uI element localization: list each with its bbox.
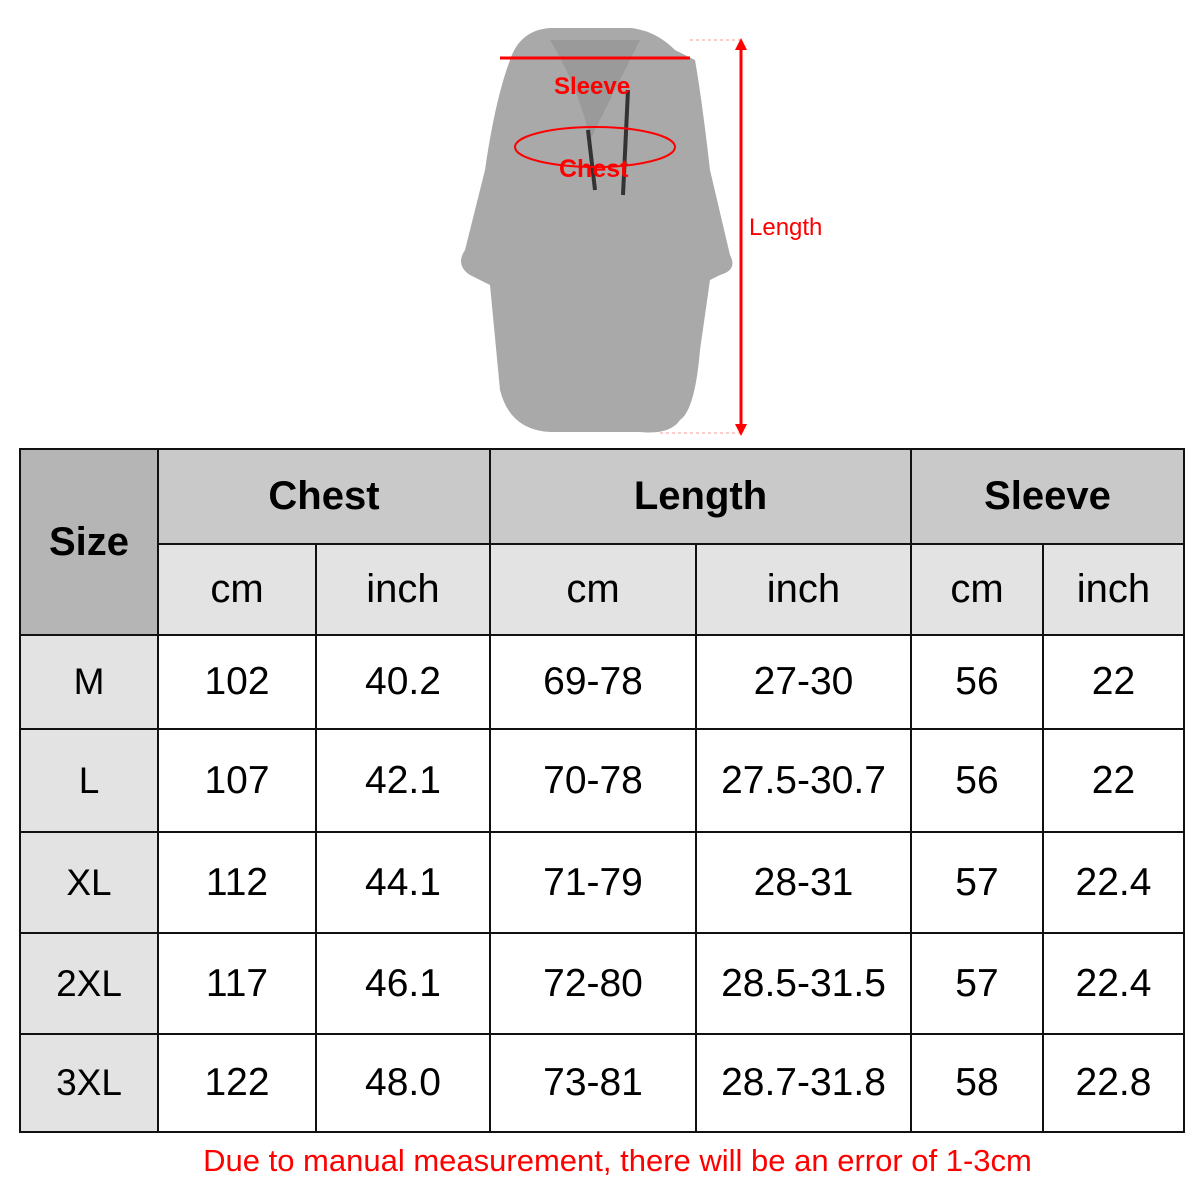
value-cell: 22 (1042, 728, 1185, 833)
table-row: 2XL 117 46.1 72-80 28.5-31.5 57 22.4 (19, 932, 1185, 1035)
unit-header: inch (1042, 543, 1185, 636)
table-row: 3XL 122 48.0 73-81 28.7-31.8 58 22.8 (19, 1033, 1185, 1133)
value-cell: 48.0 (315, 1033, 491, 1133)
value-cell: 107 (157, 728, 317, 833)
table-row: M 102 40.2 69-78 27-30 56 22 (19, 634, 1185, 730)
value-cell: 73-81 (489, 1033, 697, 1133)
unit-header: cm (157, 543, 317, 636)
size-cell: M (19, 634, 159, 730)
value-cell: 22.4 (1042, 932, 1185, 1035)
size-chart-table: Size Chest Length Sleeve cm inch cm inch… (19, 448, 1185, 1133)
unit-header-row: cm inch cm inch cm inch (20, 543, 1185, 636)
value-cell: 112 (157, 831, 317, 934)
size-cell: 2XL (19, 932, 159, 1035)
unit-header: cm (489, 543, 697, 636)
value-cell: 69-78 (489, 634, 697, 730)
value-cell: 122 (157, 1033, 317, 1133)
drawstring (621, 89, 630, 196)
hoodie-illustration (461, 28, 747, 436)
size-cell: XL (19, 831, 159, 934)
sleeve-label: Sleeve (554, 73, 631, 100)
hood-opening (550, 40, 640, 140)
drawstring (586, 129, 597, 191)
chest-header: Chest (157, 448, 491, 545)
value-cell: 56 (910, 728, 1044, 833)
value-cell: 72-80 (489, 932, 697, 1035)
size-header: Size (19, 448, 159, 636)
sleeve-header: Sleeve (910, 448, 1185, 545)
group-header-row: Size Chest Length Sleeve (19, 448, 1185, 636)
value-cell: 28-31 (695, 831, 912, 934)
arrow-head-down-icon (735, 424, 747, 436)
unit-header: inch (695, 543, 912, 636)
value-cell: 22.8 (1042, 1033, 1185, 1133)
size-cell: 3XL (19, 1033, 159, 1133)
value-cell: 27-30 (695, 634, 912, 730)
value-cell: 42.1 (315, 728, 491, 833)
table-row: XL 112 44.1 71-79 28-31 57 22.4 (19, 831, 1185, 934)
chest-label: Chest (559, 155, 629, 183)
size-rows: M 102 40.2 69-78 27-30 56 22 L 107 42.1 70-78 27.5-… (19, 634, 1185, 1133)
value-cell: 117 (157, 932, 317, 1035)
value-cell: 28.5-31.5 (695, 932, 912, 1035)
unit-header: cm (910, 543, 1044, 636)
value-cell: 57 (910, 831, 1044, 934)
value-cell: 46.1 (315, 932, 491, 1035)
measurement-note: Due to manual measurement, there will be… (203, 1143, 1032, 1178)
value-cell: 40.2 (315, 634, 491, 730)
garment-figure: Sleeve Chest Length (440, 20, 860, 440)
value-cell: 22.4 (1042, 831, 1185, 934)
table-row: L 107 42.1 70-78 27.5-30.7 56 22 (19, 728, 1185, 833)
value-cell: 57 (910, 932, 1044, 1035)
unit-header: inch (315, 543, 491, 636)
value-cell: 56 (910, 634, 1044, 730)
hoodie-body (461, 28, 733, 433)
value-cell: 28.7-31.8 (695, 1033, 912, 1133)
length-header: Length (489, 448, 912, 545)
arrow-head-up-icon (735, 38, 747, 50)
size-cell: L (19, 728, 159, 833)
value-cell: 58 (910, 1033, 1044, 1133)
chest-ellipse (514, 126, 676, 168)
value-cell: 70-78 (489, 728, 697, 833)
value-cell: 27.5-30.7 (695, 728, 912, 833)
length-label: Length (749, 214, 823, 241)
value-cell: 71-79 (489, 831, 697, 934)
value-cell: 102 (157, 634, 317, 730)
value-cell: 44.1 (315, 831, 491, 934)
value-cell: 22 (1042, 634, 1185, 730)
